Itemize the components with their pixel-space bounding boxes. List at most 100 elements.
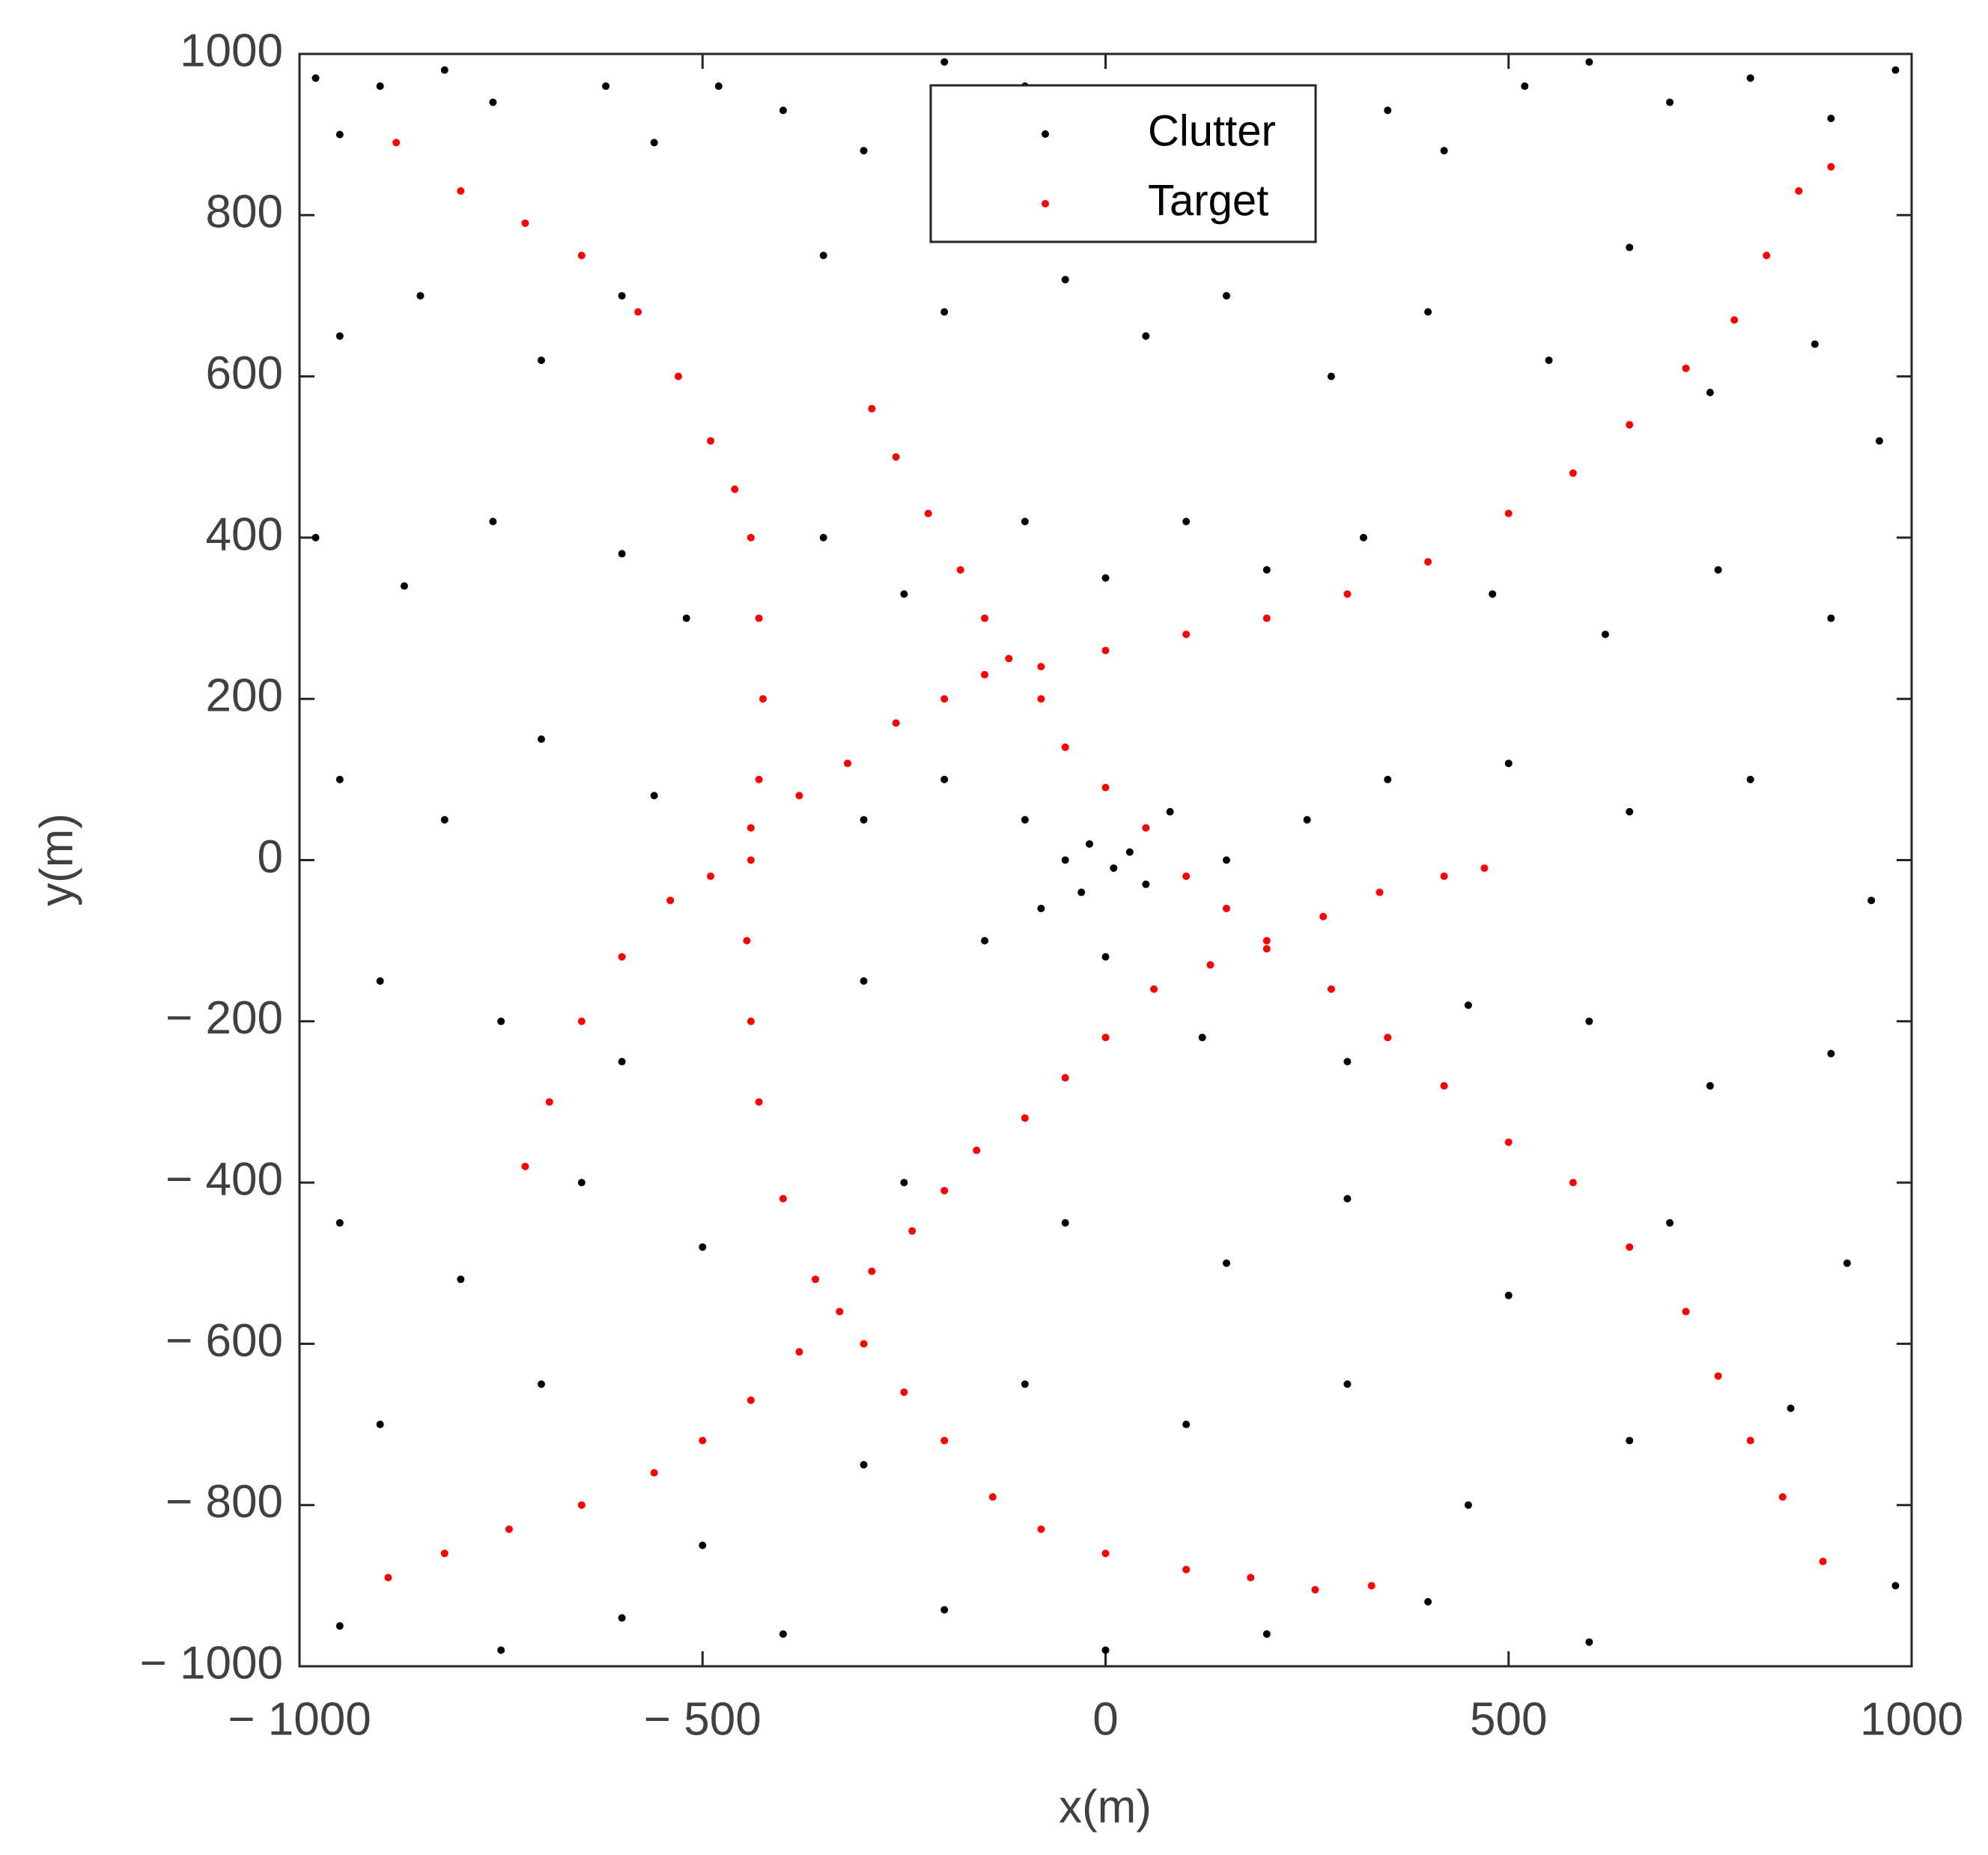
data-point <box>1101 953 1110 961</box>
data-point <box>755 775 763 783</box>
data-point <box>577 1017 586 1025</box>
data-point <box>1545 356 1553 365</box>
data-point <box>618 291 626 300</box>
data-point <box>1480 864 1489 872</box>
data-point <box>755 1098 763 1106</box>
data-point <box>988 1493 997 1501</box>
data-point <box>650 139 658 147</box>
data-point <box>819 252 827 260</box>
data-point <box>577 1179 586 1187</box>
data-point <box>836 1308 844 1316</box>
data-point <box>1319 912 1328 920</box>
x-tick-label: − 500 <box>644 1693 762 1745</box>
data-point <box>860 1460 868 1469</box>
data-point <box>1440 872 1448 881</box>
data-point <box>1343 1194 1352 1203</box>
data-point <box>1182 1565 1191 1573</box>
data-point <box>1626 243 1634 252</box>
data-point <box>650 1469 658 1477</box>
data-point <box>860 816 868 824</box>
data-point <box>940 1606 949 1614</box>
x-tick-label: 0 <box>1092 1693 1118 1745</box>
data-point <box>1682 1308 1690 1316</box>
data-point <box>1125 848 1134 856</box>
data-point <box>1359 533 1367 541</box>
data-point <box>1424 1597 1432 1606</box>
data-point <box>868 404 876 413</box>
data-point <box>1440 147 1448 155</box>
data-point <box>618 550 626 558</box>
data-point <box>489 517 497 526</box>
data-point <box>1101 783 1110 792</box>
data-point <box>440 816 449 824</box>
data-point <box>811 1275 819 1284</box>
data-point <box>779 1630 787 1638</box>
data-point <box>1343 1380 1352 1388</box>
data-point <box>618 953 626 961</box>
data-point <box>819 533 827 541</box>
data-point <box>1343 1057 1352 1066</box>
data-point <box>1867 896 1876 905</box>
data-point <box>1827 163 1835 171</box>
legend-marker <box>1042 130 1049 138</box>
data-point <box>868 1267 876 1275</box>
x-tick-label: 500 <box>1470 1693 1547 1745</box>
data-point <box>505 1525 513 1533</box>
data-point <box>981 937 989 945</box>
data-point <box>1222 856 1230 864</box>
data-point <box>537 735 545 744</box>
data-point <box>747 1396 755 1404</box>
data-point <box>1101 1646 1110 1654</box>
data-point <box>892 453 900 461</box>
data-point <box>682 614 690 622</box>
data-point <box>577 252 586 260</box>
data-point <box>1182 1421 1191 1429</box>
data-point <box>335 1622 344 1630</box>
x-tick-label: 1000 <box>1860 1693 1963 1745</box>
data-point <box>900 1388 908 1396</box>
data-point <box>1875 437 1883 445</box>
data-point <box>940 1186 949 1194</box>
data-point <box>1384 1033 1392 1042</box>
data-point <box>779 1194 787 1203</box>
data-point <box>1222 291 1230 300</box>
data-point <box>940 1436 949 1445</box>
data-point <box>924 509 932 517</box>
data-point <box>1166 807 1174 816</box>
data-point <box>707 872 715 881</box>
data-point <box>1843 1259 1851 1267</box>
data-point <box>1521 82 1529 91</box>
data-point <box>699 1436 707 1445</box>
data-point <box>1262 1630 1271 1638</box>
data-point <box>1626 1436 1634 1445</box>
data-point <box>1343 590 1352 598</box>
data-point <box>1376 888 1384 896</box>
data-point <box>1827 115 1835 123</box>
y-tick-label: − 200 <box>165 992 283 1044</box>
data-point <box>1085 840 1093 848</box>
data-point <box>618 1057 626 1066</box>
data-point <box>1682 364 1690 372</box>
data-point <box>844 759 852 768</box>
data-point <box>1037 695 1045 703</box>
data-point <box>1763 252 1771 260</box>
data-point <box>892 719 900 727</box>
data-point <box>1142 824 1150 832</box>
data-point <box>1714 1372 1722 1380</box>
data-point <box>1787 1404 1795 1412</box>
data-point <box>335 332 344 340</box>
data-point <box>860 147 868 155</box>
data-point <box>376 82 384 91</box>
data-point <box>1021 1380 1029 1388</box>
y-tick-label: 0 <box>258 831 283 883</box>
data-point <box>335 130 344 139</box>
data-point <box>376 977 384 985</box>
data-point <box>1891 66 1900 74</box>
data-point <box>1061 743 1069 751</box>
data-point <box>755 614 763 622</box>
data-point <box>1061 856 1069 864</box>
data-point <box>400 582 408 590</box>
plot-frame <box>298 52 1913 1668</box>
data-point <box>1021 1114 1029 1122</box>
